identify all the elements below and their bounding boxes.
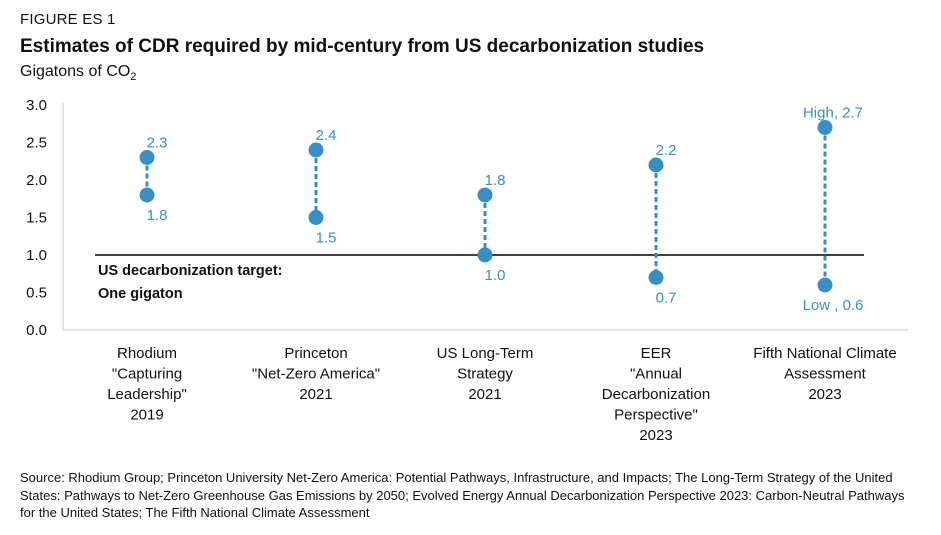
figure-label: FIGURE ES 1 xyxy=(20,11,116,28)
category-label-line: Assessment xyxy=(784,366,867,383)
y-tick-label: 2.0 xyxy=(26,172,47,189)
low-value-label: 1.5 xyxy=(316,230,337,247)
y-tick-label: 0.5 xyxy=(26,285,47,302)
high-value-label: High, 2.7 xyxy=(803,105,863,122)
target-label-line1: US decarbonization target: xyxy=(98,263,283,279)
category-label-line: "Capturing xyxy=(112,366,182,383)
low-dot xyxy=(817,277,833,293)
category-label-line: 2023 xyxy=(808,386,841,403)
high-dot xyxy=(139,150,155,165)
chart-title: Estimates of CDR required by mid-century… xyxy=(20,36,705,57)
low-value-label: 1.0 xyxy=(485,267,506,284)
low-value-label: 1.8 xyxy=(147,207,168,224)
category-label-line: 2021 xyxy=(299,386,332,403)
subtitle-subscript: 2 xyxy=(130,71,137,84)
low-dot xyxy=(139,187,155,203)
category-label-line: Fifth National Climate xyxy=(753,345,896,362)
category-label-line: 2023 xyxy=(639,427,672,444)
category-label-line: Decarbonization xyxy=(602,386,710,403)
high-value-label: 2.4 xyxy=(316,127,337,144)
low-dot xyxy=(477,247,493,263)
category-label-line: "Annual xyxy=(630,366,682,383)
high-dot xyxy=(817,120,833,135)
high-dot xyxy=(648,157,664,173)
high-dot xyxy=(308,142,324,158)
subtitle-unit: Gigatons of CO xyxy=(20,63,131,80)
category-label-line: "Net-Zero America" xyxy=(252,366,380,383)
source-note: Source: Rhodium Group; Princeton Univers… xyxy=(20,470,905,520)
y-tick-label: 1.0 xyxy=(26,247,47,264)
y-tick-label: 0.0 xyxy=(26,322,47,339)
category-label-line: Perspective" xyxy=(614,407,698,424)
high-dot xyxy=(477,187,493,203)
low-value-label: Low , 0.6 xyxy=(803,297,864,314)
high-value-label: 1.8 xyxy=(485,172,506,189)
target-label-line2: One gigaton xyxy=(98,286,183,302)
high-value-label: 2.2 xyxy=(656,142,677,159)
low-dot xyxy=(648,270,664,285)
high-value-label: 2.3 xyxy=(147,135,168,152)
category-label-line: Princeton xyxy=(284,345,347,362)
category-label-line: US Long-Term xyxy=(437,345,534,362)
chart-subtitle: Gigatons of CO2 xyxy=(20,63,136,83)
category-label-line: Leadership" xyxy=(107,386,187,403)
category-label-line: EER xyxy=(641,345,672,362)
category-label-line: Rhodium xyxy=(117,345,177,362)
y-tick-label: 3.0 xyxy=(26,97,47,114)
range-dot-chart: 0.0 0.5 1.0 1.5 2.0 2.5 3.0 US decarbonization … xyxy=(26,97,908,444)
low-value-label: 0.7 xyxy=(656,290,677,307)
y-tick-label: 2.5 xyxy=(26,135,47,152)
category-label-line: Strategy xyxy=(457,366,513,383)
category-label-line: 2019 xyxy=(130,407,163,424)
y-tick-label: 1.5 xyxy=(26,210,47,227)
low-dot xyxy=(308,210,324,225)
category-label-line: 2021 xyxy=(468,386,501,403)
